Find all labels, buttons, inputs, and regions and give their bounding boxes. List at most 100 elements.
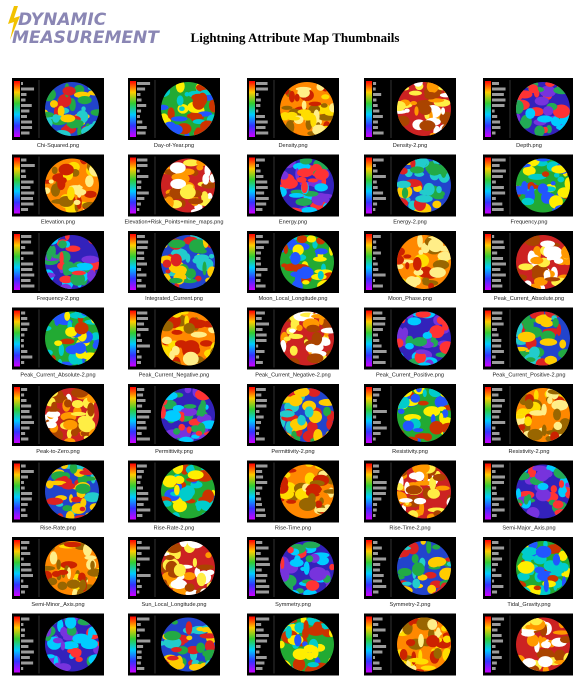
color-bar [366,234,372,290]
map-blob [442,409,449,418]
histogram-bar [137,109,142,113]
map-blob [48,179,54,184]
map-blob [402,420,414,432]
histogram-bar [137,262,147,266]
map-blob [318,316,324,326]
map-blob [313,256,327,262]
histogram-bar [256,541,263,544]
thumbnail [364,537,456,599]
map-blob [407,541,419,555]
map-blob [412,336,428,347]
histogram-bar [373,568,380,572]
map-blob [81,106,86,112]
map-blob [75,483,91,494]
histogram-bar [373,164,376,167]
histogram-bar [137,328,149,331]
histogram-bar [256,464,268,468]
map-blob [535,545,552,558]
map-blob [301,181,308,194]
histogram-bar [256,333,267,337]
map-blob [301,100,307,111]
histogram-bar [373,421,381,424]
histogram-bar [137,574,151,577]
histogram-bar [137,126,147,129]
histogram-bar [256,557,269,561]
map-blob [530,256,544,265]
histogram-bar [137,410,151,413]
map-blob [329,103,334,113]
map-blob [179,185,196,200]
thumbnail-caption: Integrated_Current.png [145,296,203,302]
map-blob [66,567,72,580]
map-blob [196,564,214,570]
histogram-bar [373,246,377,249]
histogram-bar [492,486,497,490]
thumbnail-caption: Moon_Local_Longitude.png [258,296,327,302]
histogram-bar [373,126,378,129]
histogram-bar [137,180,142,184]
thumbnail [12,154,104,217]
map [516,388,570,442]
map-blob [77,476,96,482]
histogram-bar [21,87,35,91]
histogram-bar [137,486,143,490]
histogram-bar [137,104,147,107]
histogram-bar [492,388,503,391]
histogram-bar [373,574,384,577]
map-blob [84,190,97,198]
map [280,82,334,136]
map-blob [521,631,535,637]
map-blob [70,411,87,416]
map-blob [408,90,422,96]
histogram-bar [21,180,34,184]
map-blob [84,555,97,560]
map-blob [51,198,69,205]
map-blob [427,488,440,499]
map-blob [307,662,320,668]
map-blob [65,245,81,252]
map-blob [163,630,181,641]
histogram-bar [492,492,497,495]
thumbnail-caption: Elevation+Risk_Points+mine_maps.png [125,220,224,226]
thumbnail-caption: Rise-Rate.png [40,526,76,532]
thumbnail-caption: Frequency.png [511,220,548,226]
map-blob [167,655,179,661]
histogram-bar [256,410,260,413]
map-blob [70,428,79,437]
histogram-bar [492,361,505,364]
histogram-bar [256,628,264,632]
histogram-bar [21,421,35,424]
thumbnail [247,154,339,217]
histogram-bar [137,131,146,135]
map-blob [405,342,414,350]
histogram-bar [256,503,262,506]
histogram-bar [21,328,28,331]
map-blob [399,498,413,503]
histogram-bar [256,361,263,364]
histogram-bar [256,246,264,249]
histogram-bar [137,251,145,255]
histogram-bar [21,546,28,550]
histogram-bar [492,410,501,413]
histogram-bar [256,109,259,113]
map-blob [281,178,298,189]
thumbnail [247,78,339,140]
map-blob [522,658,536,668]
map-blob [76,184,82,198]
histogram-bar [256,131,269,135]
color-bar [14,463,20,520]
histogram-bar [373,634,379,637]
histogram-bar [137,284,146,288]
histogram-bar [21,650,34,654]
histogram-bar [373,486,387,490]
histogram-bar [256,273,262,277]
map-blob [543,541,548,548]
map-blob [289,192,304,198]
histogram-bar [373,158,384,162]
thumbnail [364,460,456,523]
histogram-bar [256,486,263,490]
map-blob [415,311,431,318]
histogram-bar [492,169,506,173]
map-blob [292,657,306,672]
histogram-bar [137,355,142,359]
